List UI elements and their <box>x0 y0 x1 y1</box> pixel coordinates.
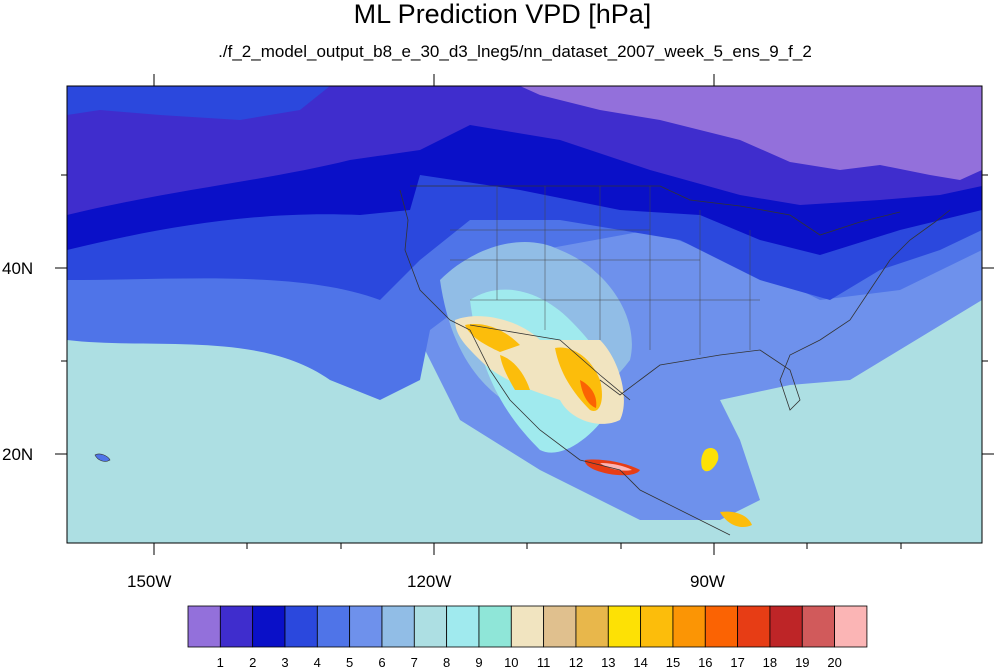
colorbar-swatch <box>834 605 868 648</box>
atlantic-coastline <box>599 209 951 411</box>
vpd-band-15 <box>465 324 602 411</box>
lon-label-90w: 90W <box>690 572 725 591</box>
colorbar-tick-label: 17 <box>730 655 745 670</box>
colorbar-swatch <box>510 605 545 648</box>
colorbar-swatch <box>187 605 221 648</box>
colorbar-swatch <box>769 605 803 648</box>
colorbar-tick-label: 3 <box>281 655 289 670</box>
colorbar-tick-label: 7 <box>410 655 418 670</box>
colorbar <box>187 605 868 648</box>
colorbar-tick-label: 19 <box>795 655 810 670</box>
colorbar-tick-label: 16 <box>698 655 713 670</box>
colorbar-swatch <box>284 605 318 648</box>
lat-label-40n: 40N <box>2 259 34 278</box>
lon-ticks <box>153 74 902 555</box>
colorbar-swatch <box>349 605 383 648</box>
colorbar-swatch <box>607 605 642 648</box>
canada-us-border <box>410 185 901 236</box>
colorbar-tick-label: 1 <box>216 655 224 670</box>
us-mexico-border <box>469 324 631 401</box>
hawaii-island <box>94 453 111 462</box>
colorbar-tick-label: 15 <box>665 655 681 670</box>
vpd-band-1 <box>520 86 982 180</box>
colorbar-tick-label: 13 <box>601 655 616 670</box>
vpd-band-20 <box>600 463 632 471</box>
colorbar-swatch <box>252 605 286 648</box>
colorbar-swatch <box>381 605 415 648</box>
colorbar-swatch <box>640 605 674 648</box>
map-subtitle: ./f_2_model_output_b8_e_30_d3_lneg5/nn_d… <box>218 42 812 61</box>
lon-label-150w: 150W <box>127 572 172 591</box>
colorbar-tick-label: 20 <box>827 655 842 670</box>
colorbar-swatch <box>413 605 448 648</box>
colorbar-swatch <box>737 605 771 648</box>
map-title: ML Prediction VPD [hPa] <box>353 0 652 29</box>
pacific-coastline <box>399 189 731 536</box>
colorbar-tick-label: 6 <box>378 655 386 670</box>
vpd-band-14 <box>701 448 719 472</box>
alaska-band <box>67 86 330 120</box>
vpd-field <box>67 86 982 543</box>
vpd-band-17 <box>580 380 597 408</box>
vpd-band-15b <box>500 355 530 390</box>
colorbar-swatch <box>801 605 836 648</box>
map-frame <box>66 85 983 544</box>
colorbar-swatch <box>575 605 609 648</box>
colorbar-swatch <box>219 605 254 648</box>
colorbar-tick-label: 5 <box>345 655 354 670</box>
colorbar-tick-label: 8 <box>442 655 451 670</box>
colorbar-swatch <box>446 605 480 648</box>
colorbar-tick-label: 14 <box>633 655 648 670</box>
colorbar-tick-label: 18 <box>762 655 778 670</box>
lon-label-120w: 120W <box>407 572 452 591</box>
lat-label-20n: 20N <box>2 445 34 464</box>
colorbar-tick-label: 11 <box>536 655 551 670</box>
lat-ticks <box>55 174 994 455</box>
colorbar-swatch <box>543 605 577 648</box>
colorbar-tick-label: 4 <box>313 655 321 670</box>
colorbar-swatch <box>704 605 739 648</box>
colorbar-swatch <box>478 605 512 648</box>
colorbar-swatch <box>316 605 351 648</box>
colorbar-tick-label: 10 <box>504 655 519 670</box>
colorbar-tick-label: 2 <box>249 655 257 670</box>
state-borders <box>450 186 760 355</box>
colorbar-tick-label: 9 <box>475 655 483 670</box>
colorbar-tick-label: 12 <box>568 655 584 670</box>
vpd-band-15c <box>720 511 752 528</box>
colorbar-swatch <box>672 605 706 648</box>
